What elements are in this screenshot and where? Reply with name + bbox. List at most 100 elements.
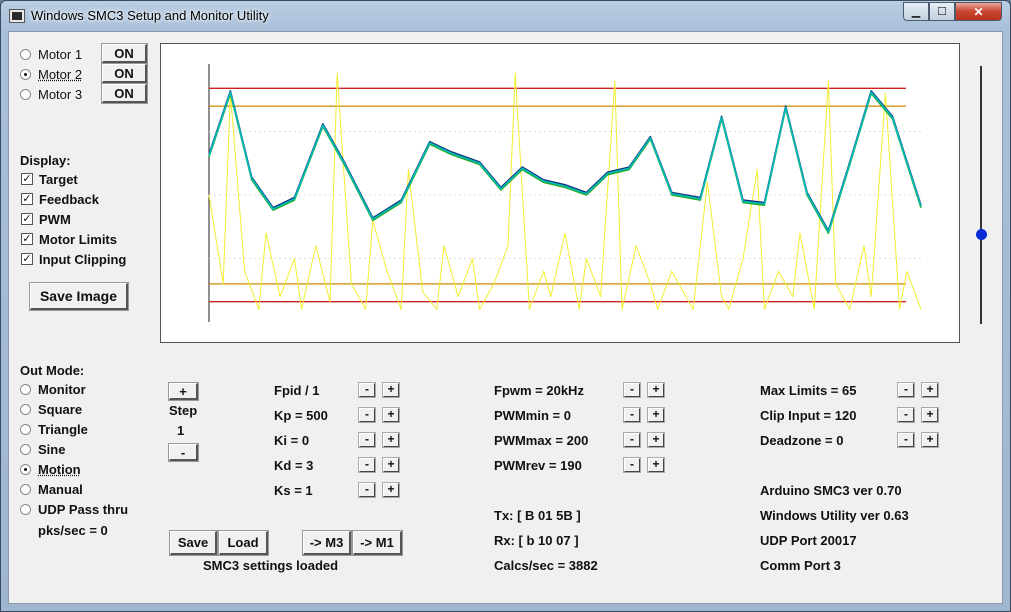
triangle-radio[interactable]: [20, 424, 31, 435]
motor2-radio[interactable]: [20, 69, 31, 80]
ki-label: Ki = 0: [274, 433, 310, 448]
motor-limits-checkbox[interactable]: ✓: [21, 233, 33, 245]
tx-value: Tx: [ B 01 5B ]: [494, 508, 581, 523]
close-icon: ✕: [973, 4, 984, 19]
feedback-label: Feedback: [39, 192, 99, 207]
fpid-plus[interactable]: +: [383, 383, 399, 397]
kd-minus[interactable]: -: [359, 458, 375, 472]
input-clipping-label: Input Clipping: [39, 252, 127, 267]
minimize-icon: ▁: [911, 6, 921, 18]
save-button[interactable]: Save: [170, 531, 217, 555]
plot-area: [160, 43, 960, 343]
motor3-label: Motor 3: [38, 87, 83, 102]
series-line-1: [208, 90, 922, 232]
motor3-on-button[interactable]: ON: [102, 84, 147, 103]
monitor-radio[interactable]: [20, 384, 31, 395]
maximize-icon: ☐: [937, 6, 947, 18]
kp-plus[interactable]: +: [383, 408, 399, 422]
pwm-checkbox[interactable]: ✓: [21, 213, 33, 225]
motor3-radio[interactable]: [20, 89, 31, 100]
triangle-label: Triangle: [38, 422, 88, 437]
window-title: Windows SMC3 Setup and Monitor Utility: [31, 8, 269, 23]
sine-radio[interactable]: [20, 444, 31, 455]
clip-input-plus[interactable]: +: [922, 408, 938, 422]
series-line-0: [208, 92, 922, 234]
square-radio[interactable]: [20, 404, 31, 415]
step-value: 1: [177, 423, 185, 438]
title-bar[interactable]: Windows SMC3 Setup and Monitor Utility ▁…: [1, 1, 1010, 31]
pwmrev-minus[interactable]: -: [624, 458, 640, 472]
manual-radio[interactable]: [20, 484, 31, 495]
close-button[interactable]: ✕: [955, 2, 1002, 21]
main-panel: Motor 1 ON Motor 2 ON Motor 3 ON Display…: [8, 31, 1003, 604]
ki-minus[interactable]: -: [359, 433, 375, 447]
save-image-button[interactable]: Save Image: [30, 283, 128, 310]
fpwm-plus[interactable]: +: [648, 383, 664, 397]
series-line-2: [208, 91, 922, 233]
pks-sec-value: pks/sec = 0: [38, 523, 108, 538]
ks-minus[interactable]: -: [359, 483, 375, 497]
deadzone-plus[interactable]: +: [922, 433, 938, 447]
udp-pass-thru-label: UDP Pass thru: [38, 502, 129, 517]
target-checkbox[interactable]: ✓: [21, 173, 33, 185]
step-plus-button[interactable]: +: [169, 383, 198, 400]
load-button[interactable]: Load: [219, 531, 268, 555]
kp-label: Kp = 500: [274, 408, 328, 423]
status-message: SMC3 settings loaded: [203, 558, 339, 573]
motor-limits-label: Motor Limits: [39, 232, 117, 247]
kd-plus[interactable]: +: [383, 458, 399, 472]
comm-port: Comm Port 3: [760, 558, 841, 573]
pwmmax-plus[interactable]: +: [648, 433, 664, 447]
manual-label: Manual: [38, 482, 83, 497]
minimize-button[interactable]: ▁: [903, 2, 929, 21]
windows-utility-version: Windows Utility ver 0.63: [760, 508, 909, 523]
motion-radio[interactable]: [20, 464, 31, 475]
copy-to-m3-button[interactable]: -> M3: [303, 531, 351, 555]
motor1-on-button[interactable]: ON: [102, 44, 147, 63]
motion-plot: [208, 64, 922, 322]
clip-input-label: Clip Input = 120: [760, 408, 857, 423]
udp-port: UDP Port 20017: [760, 533, 857, 548]
deadzone-label: Deadzone = 0: [760, 433, 844, 448]
motor2-label: Motor 2: [38, 67, 83, 82]
pwmrev-plus[interactable]: +: [648, 458, 664, 472]
step-label: Step: [169, 403, 198, 418]
pwmrev-label: PWMrev = 190: [494, 458, 582, 473]
input-clipping-checkbox[interactable]: ✓: [21, 253, 33, 265]
max-limits-plus[interactable]: +: [922, 383, 938, 397]
app-icon: [9, 9, 25, 23]
out-mode-heading: Out Mode:: [20, 363, 85, 378]
sine-label: Sine: [38, 442, 66, 457]
display-heading: Display:: [20, 153, 71, 168]
motor2-on-button[interactable]: ON: [102, 64, 147, 83]
zoom-slider-track[interactable]: [980, 66, 982, 324]
pwmmax-minus[interactable]: -: [624, 433, 640, 447]
fpid-minus[interactable]: -: [359, 383, 375, 397]
pwmmin-plus[interactable]: +: [648, 408, 664, 422]
series-line-3: [208, 72, 922, 310]
clip-input-minus[interactable]: -: [898, 408, 914, 422]
ks-label: Ks = 1: [274, 483, 313, 498]
udp-pass-thru-radio[interactable]: [20, 504, 31, 515]
fpwm-minus[interactable]: -: [624, 383, 640, 397]
copy-to-m1-button[interactable]: -> M1: [353, 531, 402, 555]
maximize-button[interactable]: ☐: [929, 2, 955, 21]
pwmmin-minus[interactable]: -: [624, 408, 640, 422]
max-limits-minus[interactable]: -: [898, 383, 914, 397]
calcs-per-sec: Calcs/sec = 3882: [494, 558, 598, 573]
feedback-checkbox[interactable]: ✓: [21, 193, 33, 205]
ki-plus[interactable]: +: [383, 433, 399, 447]
motion-label: Motion: [38, 462, 81, 477]
step-minus-button[interactable]: -: [169, 444, 198, 461]
kp-minus[interactable]: -: [359, 408, 375, 422]
rx-value: Rx: [ b 10 07 ]: [494, 533, 579, 548]
deadzone-minus[interactable]: -: [898, 433, 914, 447]
zoom-slider-thumb[interactable]: [976, 229, 987, 240]
motor1-radio[interactable]: [20, 49, 31, 60]
fpid-label: Fpid / 1: [274, 383, 320, 398]
arduino-version: Arduino SMC3 ver 0.70: [760, 483, 902, 498]
max-limits-label: Max Limits = 65: [760, 383, 857, 398]
kd-label: Kd = 3: [274, 458, 314, 473]
ks-plus[interactable]: +: [383, 483, 399, 497]
